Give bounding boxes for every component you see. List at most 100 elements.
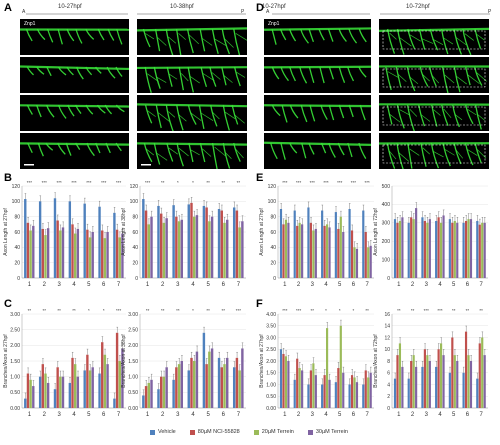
bar (76, 228, 80, 278)
y-tick-label: 0 (387, 406, 390, 412)
bar (147, 382, 150, 408)
bar (448, 372, 451, 408)
bar (103, 238, 107, 278)
y-tick-label: 40 (132, 245, 138, 251)
bar (296, 225, 299, 278)
bar (177, 364, 181, 408)
x-tick-label: 5 (338, 282, 342, 288)
bar (393, 378, 397, 408)
bar (205, 207, 208, 278)
significance-label: ** (479, 308, 483, 313)
x-tick-label: 3 (311, 412, 315, 418)
y-tick-label: 1.50 (266, 371, 276, 377)
bar (328, 379, 331, 408)
bar (44, 235, 47, 278)
bar (321, 384, 324, 408)
bar (396, 355, 399, 408)
y-axis-label: Branches/Axon at 72hpf (373, 334, 379, 388)
y-tick-label: 2.00 (266, 359, 276, 365)
bar (440, 343, 443, 408)
micrograph-panel (264, 57, 371, 93)
bar (150, 379, 153, 408)
y-tick-label: 1.00 (266, 382, 276, 388)
bar (162, 376, 166, 408)
bar (29, 379, 32, 408)
y-tick-label: 1.00 (10, 374, 20, 380)
x-tick-label: 7 (117, 412, 121, 418)
micrograph-panel (379, 133, 489, 169)
y-tick-label: 40 (270, 245, 276, 251)
bar (83, 370, 86, 408)
y-tick-label: 0.00 (128, 406, 138, 412)
bar (407, 222, 410, 278)
significance-label: *** (365, 180, 371, 185)
ap-a-1: A (22, 9, 26, 15)
bar (232, 207, 236, 278)
bar (162, 222, 166, 278)
bar (355, 382, 359, 408)
y-tick-label: 2.00 (128, 343, 138, 349)
bar (337, 228, 340, 278)
bar (301, 224, 304, 278)
x-tick-label: 7 (237, 282, 241, 288)
legend: Vehicle 80µM NCI-55828 20µM Terrein 30µM… (150, 426, 400, 438)
bar (74, 364, 77, 408)
x-tick-label: 7 (237, 412, 241, 418)
significance-label: *** (437, 308, 443, 313)
bar (309, 222, 312, 278)
bar (437, 217, 440, 278)
x-tick-label: 3 (57, 412, 61, 418)
y-tick-label: 0.50 (128, 390, 138, 396)
bar (296, 358, 299, 408)
bar (442, 355, 445, 408)
bar (190, 202, 193, 278)
significance-label: * (325, 308, 327, 313)
micrograph-panel (379, 57, 489, 93)
bar (86, 354, 89, 408)
significance-label: ** (411, 308, 415, 313)
x-tick-label: 6 (466, 412, 470, 418)
y-tick-label: 500 (382, 184, 391, 190)
bar (32, 386, 35, 408)
y-tick-label: 60 (14, 230, 20, 236)
significance-label: ** (206, 308, 210, 313)
bar (469, 219, 473, 278)
legend-label: Vehicle (158, 429, 176, 435)
bar (193, 216, 196, 278)
y-tick-label: 1.50 (128, 359, 138, 365)
legend-item-t30: 30µM Terrein (307, 429, 348, 435)
bar (238, 370, 241, 408)
x-tick-label: 1 (28, 282, 32, 288)
x-tick-label: 2 (297, 282, 301, 288)
y-tick-label: 100 (382, 257, 391, 263)
bar (284, 356, 288, 408)
bar (426, 355, 429, 408)
bar (282, 353, 285, 408)
x-tick-label: 3 (425, 282, 429, 288)
y-tick-label: 0.00 (266, 406, 276, 412)
significance-label: ** (222, 308, 226, 313)
bar (287, 361, 290, 408)
panel-label-a: A (4, 2, 12, 14)
bar (235, 210, 239, 278)
panel-label-e: E (256, 172, 264, 184)
x-tick-label: 4 (324, 412, 328, 418)
bar (220, 210, 223, 278)
y-axis-label: Branches/Axon at 27hpf (259, 334, 265, 388)
x-tick-label: 4 (324, 282, 328, 288)
y-tick-label: 20 (270, 260, 276, 266)
bar (326, 328, 329, 408)
significance-label: *** (351, 180, 357, 185)
y-tick-label: 60 (132, 230, 138, 236)
bar (118, 361, 121, 408)
significance-label: *** (101, 180, 107, 185)
bar (68, 382, 72, 408)
y-tick-label: 120 (130, 184, 139, 190)
bar (71, 224, 74, 278)
bar (453, 220, 456, 278)
y-axis-label: Branches/Axon at 38hpf (121, 334, 127, 388)
x-tick-label: 2 (43, 282, 47, 288)
bar (101, 342, 104, 408)
bar (175, 367, 178, 408)
bar (353, 377, 356, 408)
